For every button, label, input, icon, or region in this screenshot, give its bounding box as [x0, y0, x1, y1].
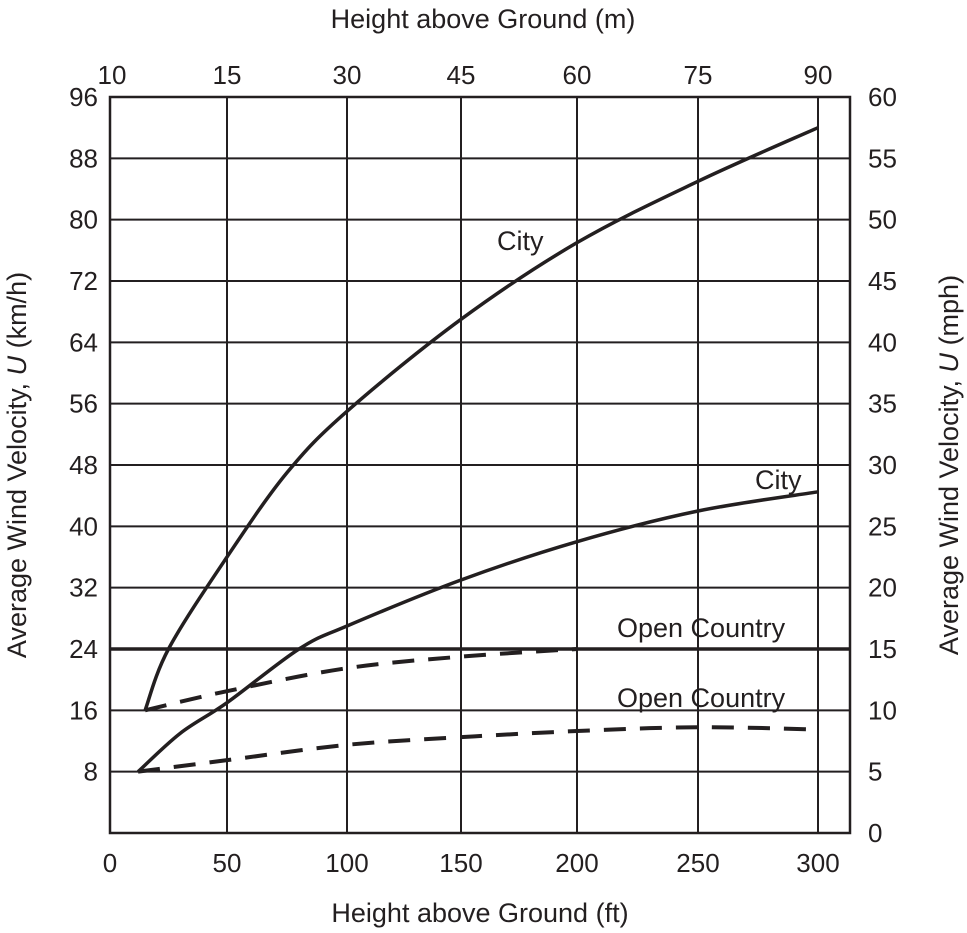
y2-tick-label: 35: [868, 389, 897, 419]
y2-axis-title: Average Wind Velocity, U (mph): [934, 275, 964, 655]
y2-tick-label: 5: [868, 757, 882, 787]
x2-tick-label: 90: [804, 60, 833, 90]
x-tick-label: 150: [439, 848, 482, 878]
x-tick-label: 250: [676, 848, 719, 878]
x-tick-label: 0: [103, 848, 117, 878]
y-tick-label: 56: [69, 389, 98, 419]
y2-tick-label: 45: [868, 266, 897, 296]
curve-label: City: [497, 226, 544, 256]
series-line: [137, 725, 819, 774]
series-line: [136, 490, 819, 773]
y2-tick-label: 0: [868, 818, 882, 848]
x-tick-label: 50: [213, 848, 242, 878]
y2-tick-label: 40: [868, 327, 897, 357]
x2-axis-title: Height above Ground (m): [331, 4, 636, 34]
y2-tick-label: 15: [868, 634, 897, 664]
y-tick-label: 80: [69, 205, 98, 235]
y-tick-label: 16: [69, 695, 98, 725]
x-tick-label: 200: [555, 848, 598, 878]
series-line: [144, 647, 578, 713]
tick-labels: 0105015100301504520060250753009081624324…: [69, 60, 897, 878]
x2-tick-label: 60: [563, 60, 592, 90]
curve-label: Open Country: [617, 613, 786, 643]
y-tick-label: 64: [69, 327, 98, 357]
x-axis-title: Height above Ground (ft): [331, 898, 628, 928]
y-tick-label: 96: [69, 82, 98, 112]
x2-tick-label: 30: [333, 60, 362, 90]
y-tick-label: 40: [69, 511, 98, 541]
x2-tick-label: 15: [213, 60, 242, 90]
y2-tick-label: 10: [868, 695, 897, 725]
y2-tick-label: 25: [868, 511, 897, 541]
y2-tick-label: 60: [868, 82, 897, 112]
y-tick-label: 32: [69, 573, 98, 603]
curve-annotations: City City Open Country Open Country: [497, 226, 802, 713]
y-tick-label: 24: [69, 634, 98, 664]
x2-tick-label: 75: [684, 60, 713, 90]
y2-tick-label: 55: [868, 143, 897, 173]
plot-frame: [108, 95, 852, 835]
y-tick-label: 88: [69, 143, 98, 173]
curve-label: City: [755, 465, 802, 495]
y2-tick-label: 30: [868, 450, 897, 480]
x-tick-label: 300: [796, 848, 839, 878]
y-tick-label: 48: [69, 450, 98, 480]
y2-tick-label: 50: [868, 205, 897, 235]
series-line: [143, 126, 819, 711]
y-tick-label: 72: [69, 266, 98, 296]
x2-tick-label: 45: [447, 60, 476, 90]
curve-label: Open Country: [617, 683, 786, 713]
x2-tick-label: 10: [98, 60, 127, 90]
y-tick-label: 8: [84, 757, 98, 787]
grid-lines: [110, 96, 850, 833]
y2-tick-label: 20: [868, 573, 897, 603]
data-series: [110, 126, 850, 774]
y-axis-title: Average Wind Velocity, U (km/h): [2, 272, 32, 658]
x-tick-label: 100: [325, 848, 368, 878]
